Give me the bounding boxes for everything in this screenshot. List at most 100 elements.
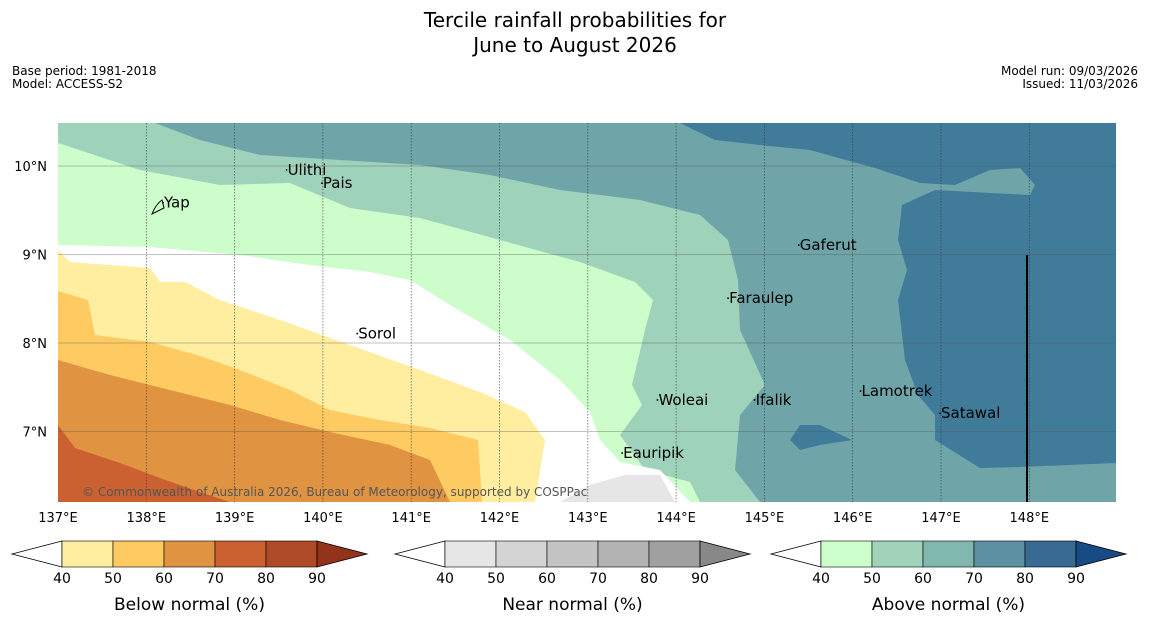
colorbar-under-triangle xyxy=(393,540,446,568)
colorbar-tick-label: 70 xyxy=(965,571,983,587)
colorbar-title: Above normal (%) xyxy=(872,595,1025,615)
colorbar-segment xyxy=(973,540,1026,568)
place-marker xyxy=(285,168,288,171)
place-label: Yap xyxy=(163,194,190,212)
colorbar-tick-label: 50 xyxy=(487,571,505,587)
colorbar-tick-label: 60 xyxy=(155,571,173,587)
place-marker xyxy=(859,390,862,392)
place-label: Sorol xyxy=(358,325,396,343)
colorbar-title: Near normal (%) xyxy=(502,595,642,615)
longitude-tick-label: 147°E xyxy=(921,511,961,526)
longitude-tick-label: 139°E xyxy=(215,511,255,526)
colorbar-segment xyxy=(820,540,873,568)
colorbar-tick-label: 50 xyxy=(863,571,881,587)
base-period-text: Base period: 1981-2018 xyxy=(12,64,157,78)
latitude-tick-label: 9°N xyxy=(23,249,48,264)
meta-right: Model run: 09/03/2026 Issued: 11/03/2026 xyxy=(1001,65,1138,91)
colorbar-tick-label: 90 xyxy=(1067,571,1085,587)
latitude-tick-label: 7°N xyxy=(23,426,48,441)
longitude-tick-label: 141°E xyxy=(391,511,431,526)
colorbar: 40 50 60 70 80 90 Near normal (%) xyxy=(393,540,752,615)
longitude-tick-label: 144°E xyxy=(656,511,696,526)
colorbar-segment xyxy=(265,540,318,568)
colorbar-segment xyxy=(1024,540,1077,568)
place-marker xyxy=(797,244,800,246)
place-label: Gaferut xyxy=(800,236,857,254)
colorbar-tick-label: 70 xyxy=(206,571,224,587)
meta-left: Base period: 1981-2018 Model: ACCESS-S2 xyxy=(12,65,157,91)
colorbar-tick-label: 40 xyxy=(53,571,71,587)
colorbar-under-triangle xyxy=(769,540,822,568)
longitude-ticks: 137°E 138°E 139°E 140°E 141°E 142°E 143°E 144°E… xyxy=(38,511,1049,526)
title-line-2: June to August 2026 xyxy=(473,33,677,57)
longitude-tick-label: 148°E xyxy=(1010,511,1050,526)
place-marker xyxy=(656,399,659,401)
colorbar-tick-label: 40 xyxy=(812,571,830,587)
colorbar-tick-label: 60 xyxy=(914,571,932,587)
colorbar-tick-label: 80 xyxy=(640,571,658,587)
colorbar-segment xyxy=(112,540,165,568)
place-label: Ulithi xyxy=(288,161,327,179)
title-line-1: Tercile rainfall probabilities for xyxy=(423,8,727,32)
yap-island-outline xyxy=(151,199,165,216)
below-70-80-region xyxy=(58,425,230,502)
longitude-tick-label: 143°E xyxy=(568,511,608,526)
colorbar: 40 50 60 70 80 90 Above normal (%) xyxy=(769,540,1128,615)
colorbar-over-triangle xyxy=(699,540,752,568)
near-40-50-region xyxy=(560,475,675,502)
colorbar-segment xyxy=(922,540,975,568)
colorbar: 40 50 60 70 80 90 Below normal (%) xyxy=(10,540,369,615)
issued-text: Issued: 11/03/2026 xyxy=(1022,77,1138,91)
colorbar-tick-label: 90 xyxy=(691,571,709,587)
place-marker xyxy=(753,399,756,401)
model-run-text: Model run: 09/03/2026 xyxy=(1000,64,1138,78)
colorbar-over-triangle xyxy=(1075,540,1128,568)
place-label: Ifalik xyxy=(756,391,792,409)
longitude-tick-label: 140°E xyxy=(303,511,343,526)
gridlines xyxy=(58,123,1116,502)
colorbar-segment xyxy=(495,540,548,568)
colorbar-tick-label: 50 xyxy=(104,571,122,587)
colorbar-under-triangle xyxy=(10,540,63,568)
copyright-text: © Commonwealth of Australia 2026, Bureau… xyxy=(82,485,587,499)
longitude-tick-label: 146°E xyxy=(833,511,873,526)
colorbar-tick-label: 60 xyxy=(538,571,556,587)
colorbar-over-triangle xyxy=(316,540,369,568)
colorbar-segment xyxy=(546,540,599,568)
place-label: Woleai xyxy=(658,391,708,409)
latitude-tick-label: 8°N xyxy=(23,337,48,352)
longitude-tick-label: 145°E xyxy=(745,511,785,526)
colorbar-tick-label: 80 xyxy=(1016,571,1034,587)
place-label: Faraulep xyxy=(729,289,793,307)
place-marker xyxy=(939,412,941,415)
colorbar-segment xyxy=(871,540,924,568)
place-marker xyxy=(621,452,624,454)
longitude-tick-label: 142°E xyxy=(480,511,520,526)
colorbar-tick-label: 40 xyxy=(436,571,454,587)
place-marker xyxy=(321,182,323,185)
colorbar-segment xyxy=(597,540,650,568)
below-60-70-region xyxy=(58,360,450,502)
colorbars: 40 50 60 70 80 90 Below normal (%) 40 50 60 70 80 90… xyxy=(10,540,1128,615)
longitude-tick-label: 137°E xyxy=(38,511,78,526)
colorbar-segment xyxy=(61,540,114,568)
place-marker xyxy=(727,297,729,300)
contour-fills xyxy=(58,123,1116,502)
place-label: Pais xyxy=(323,174,353,192)
colorbar-tick-label: 90 xyxy=(308,571,326,587)
place-label: Lamotrek xyxy=(862,382,933,400)
colorbar-segment xyxy=(444,540,497,568)
place-marker xyxy=(162,201,164,204)
place-label: Eauripik xyxy=(623,444,684,462)
above-70-80-region xyxy=(680,123,1116,468)
model-text: Model: ACCESS-S2 xyxy=(12,77,124,91)
place-label: Satawal xyxy=(941,404,1000,422)
colorbar-tick-label: 70 xyxy=(589,571,607,587)
colorbar-segment xyxy=(648,540,701,568)
map-title: Tercile rainfall probabilities for June … xyxy=(0,8,1150,58)
colorbar-tick-label: 80 xyxy=(257,571,275,587)
colorbar-segment xyxy=(163,540,216,568)
place-marker xyxy=(356,332,359,335)
